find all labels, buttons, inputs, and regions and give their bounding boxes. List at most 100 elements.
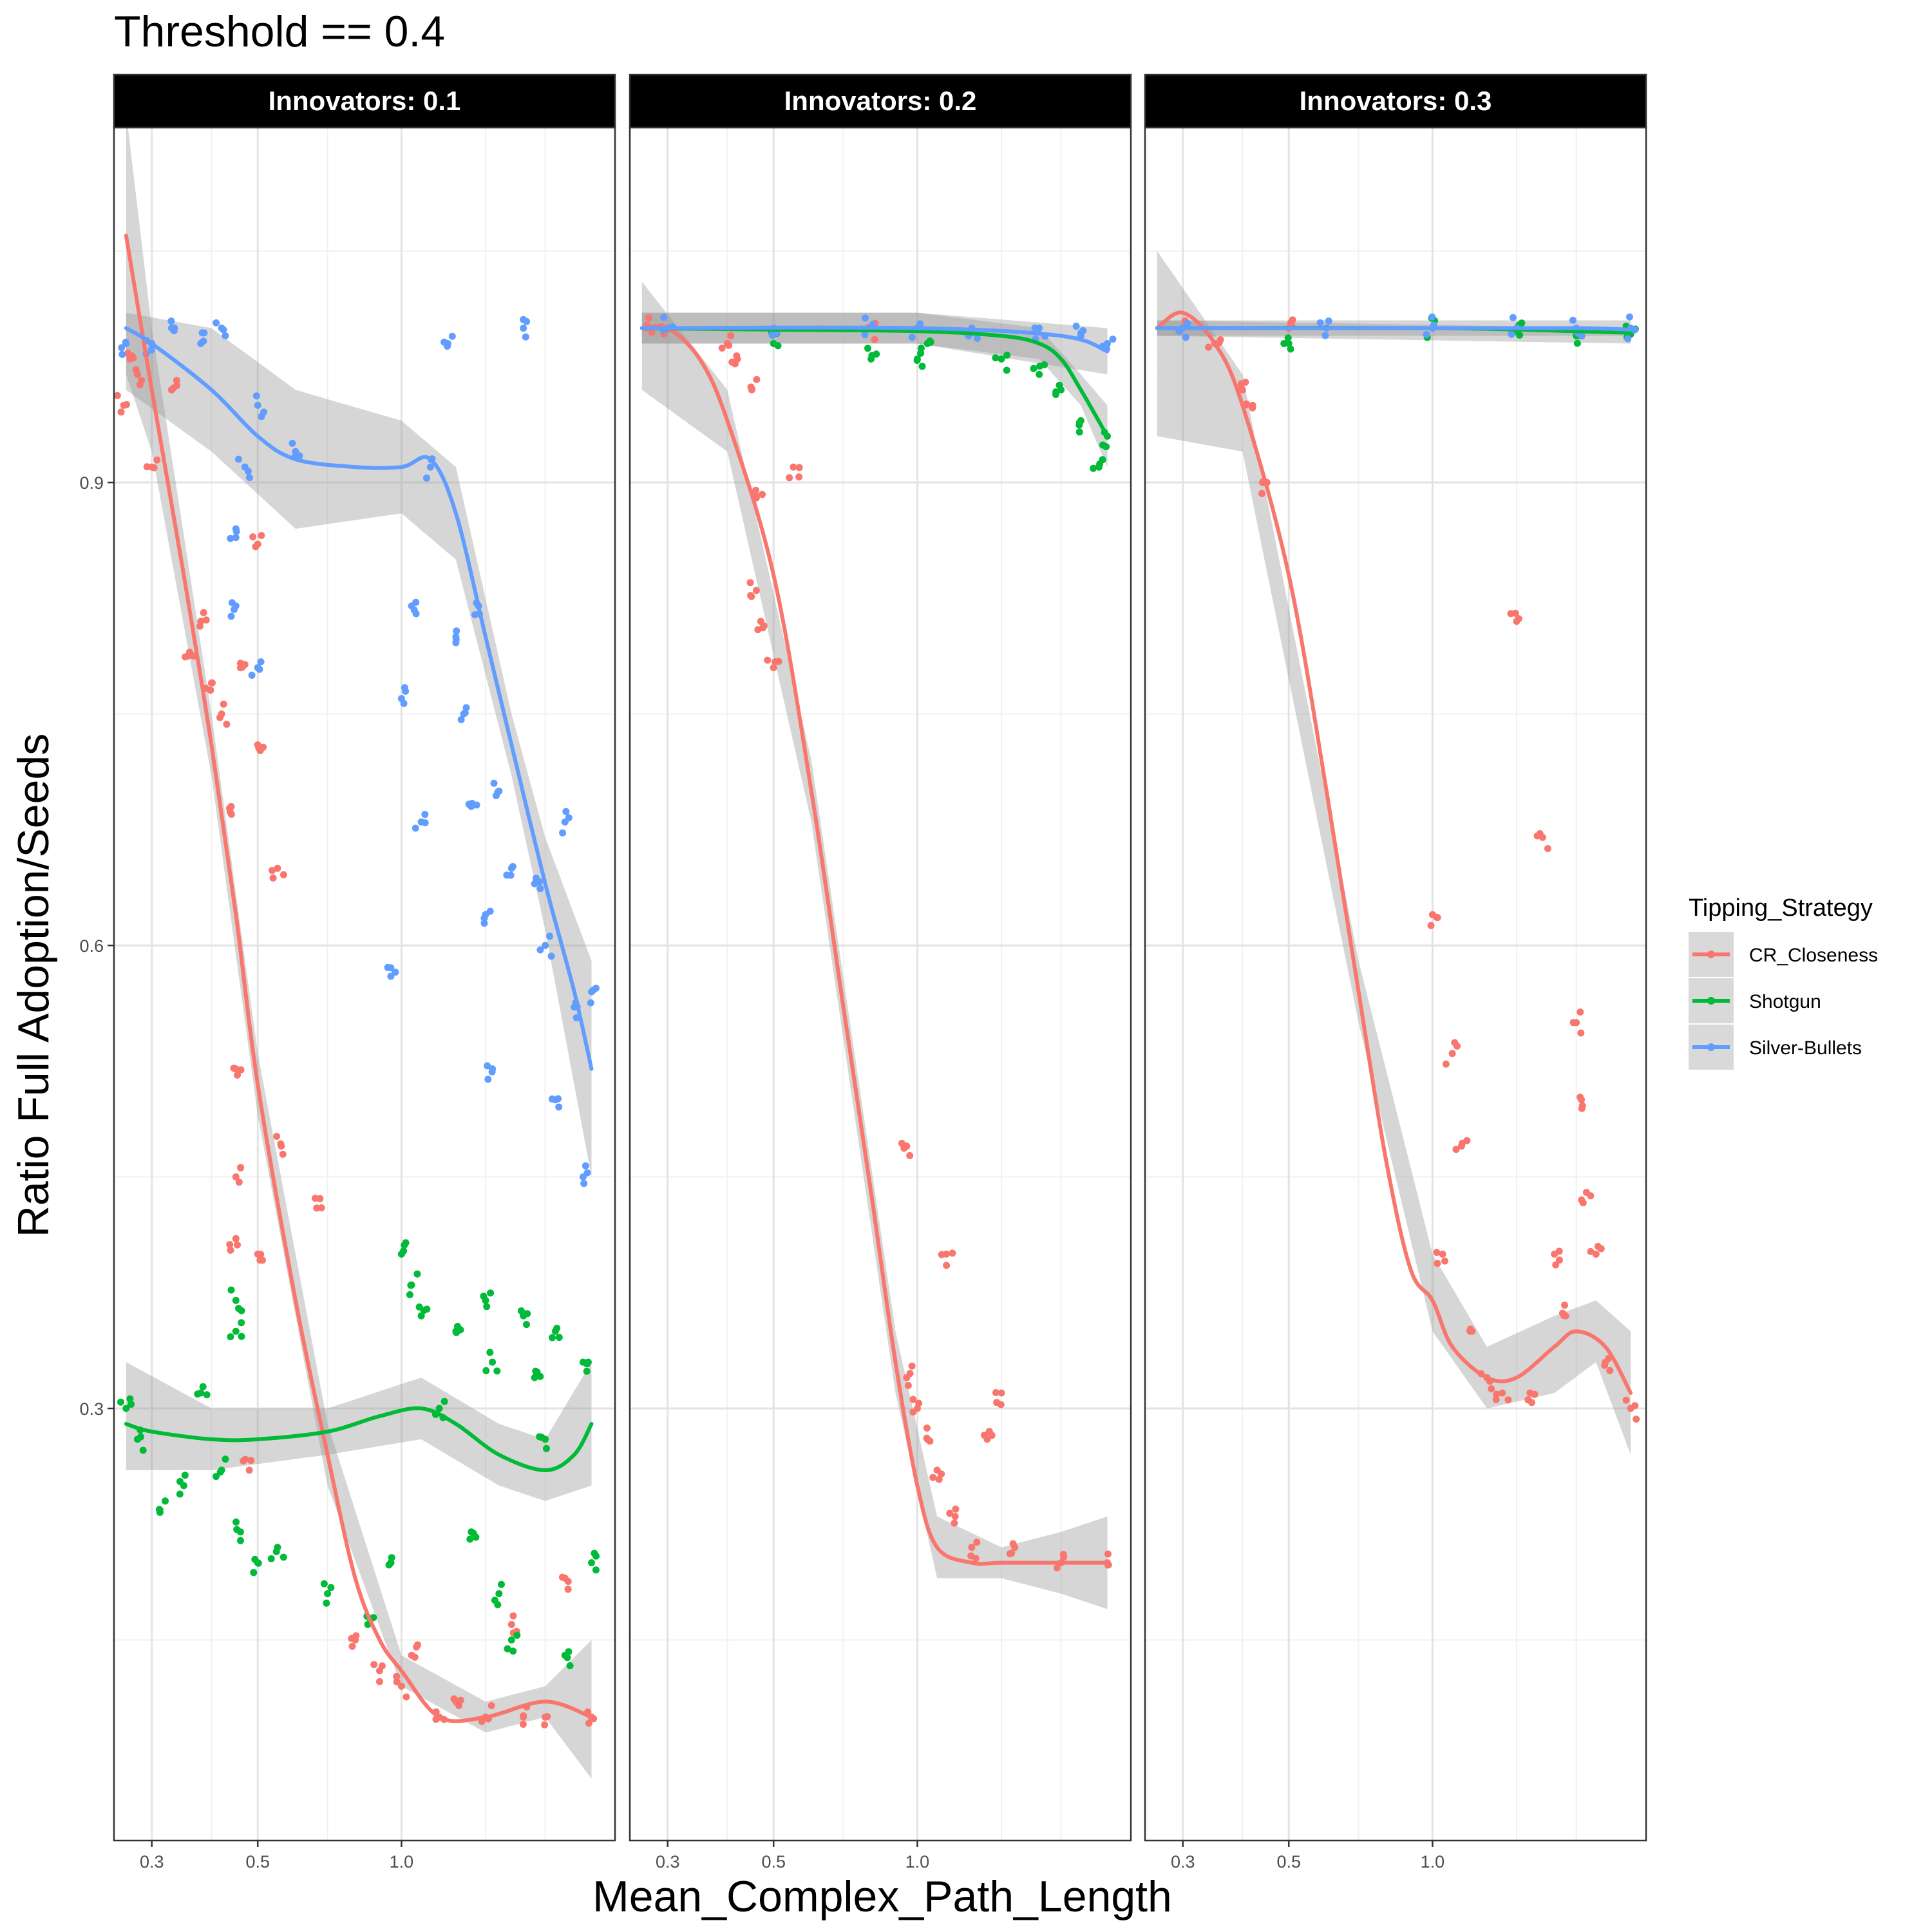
data-point <box>718 345 726 352</box>
data-point <box>498 1580 505 1588</box>
data-point <box>517 1307 525 1314</box>
data-point <box>370 1661 378 1669</box>
data-point <box>513 1631 521 1639</box>
data-point <box>348 1642 356 1650</box>
data-point <box>200 337 207 345</box>
data-point <box>968 1544 976 1551</box>
data-point <box>1284 334 1292 342</box>
data-point <box>423 1305 431 1313</box>
data-point <box>234 1071 241 1079</box>
data-point <box>279 871 287 878</box>
data-point <box>1577 1094 1584 1101</box>
data-point <box>728 358 736 366</box>
data-point <box>1492 1396 1500 1403</box>
data-point <box>412 598 420 606</box>
data-point <box>588 1559 595 1567</box>
data-point <box>491 1596 498 1604</box>
data-point <box>423 474 430 482</box>
data-point <box>1448 1050 1456 1057</box>
data-point <box>980 1432 988 1439</box>
data-point <box>917 345 925 352</box>
data-point <box>232 534 240 542</box>
data-point <box>255 744 263 752</box>
data-point <box>580 1180 588 1188</box>
data-point <box>1516 331 1524 339</box>
y-tick-label: 0.9 <box>79 473 104 493</box>
data-point <box>252 543 260 551</box>
data-point <box>267 1555 275 1562</box>
data-point <box>952 1505 960 1513</box>
data-point <box>213 1473 220 1481</box>
data-point <box>760 622 768 630</box>
data-point <box>226 1241 234 1248</box>
data-point <box>541 1721 549 1728</box>
data-point <box>1573 339 1581 347</box>
data-point <box>509 863 516 870</box>
data-point <box>748 592 755 600</box>
data-point <box>258 532 265 539</box>
series-line <box>124 233 594 1723</box>
data-point <box>1439 1250 1446 1258</box>
data-point <box>323 1599 330 1607</box>
data-point <box>312 1195 319 1202</box>
data-point <box>993 1399 1001 1406</box>
data-point <box>1003 366 1010 374</box>
data-point <box>1103 443 1110 451</box>
data-point <box>507 1636 515 1643</box>
data-point <box>871 336 878 343</box>
legend-item-label: Silver-Bullets <box>1749 1037 1862 1059</box>
data-point <box>182 653 189 661</box>
data-point <box>946 1510 954 1517</box>
data-point <box>555 1103 563 1111</box>
x-tick-label: 1.0 <box>1421 1852 1445 1871</box>
data-point <box>660 314 668 321</box>
data-point <box>117 1398 124 1406</box>
data-point <box>274 864 281 872</box>
data-point <box>453 627 460 635</box>
data-point <box>747 383 755 391</box>
series-line <box>1155 326 1633 332</box>
data-point <box>564 1586 572 1593</box>
data-point <box>1423 330 1430 338</box>
data-point <box>1499 1389 1506 1397</box>
data-point <box>170 327 178 335</box>
data-point <box>483 1303 491 1311</box>
data-point <box>143 463 151 471</box>
data-point <box>538 1434 545 1441</box>
data-point <box>257 1251 265 1258</box>
data-point <box>583 1367 591 1375</box>
legend-key-point <box>1707 997 1715 1005</box>
data-point <box>1504 1396 1512 1404</box>
data-point <box>406 1291 413 1298</box>
data-point <box>1569 1019 1577 1027</box>
data-point <box>444 343 451 350</box>
facet-strip-label: Innovators: 0.3 <box>1300 86 1492 116</box>
data-point <box>1560 1312 1567 1320</box>
data-point <box>648 328 656 336</box>
facet-panel: Innovators: 0.1 0.3 0.5 1.0 0.3 0.6 0.9 <box>79 73 616 1871</box>
data-point <box>487 1289 495 1297</box>
data-point <box>951 1519 958 1527</box>
data-point <box>509 1612 517 1620</box>
data-point <box>200 329 208 337</box>
data-point <box>1249 404 1256 412</box>
data-point <box>222 1455 229 1463</box>
data-point <box>998 1389 1005 1397</box>
data-point <box>536 946 544 954</box>
data-point <box>139 1446 147 1454</box>
data-point <box>122 338 129 346</box>
data-point <box>242 1455 249 1463</box>
data-point <box>564 1578 572 1586</box>
x-axis-title: Mean_Complex_Path_Length <box>592 1872 1172 1921</box>
data-point <box>1622 1396 1630 1404</box>
data-point <box>759 491 766 498</box>
data-point <box>1625 313 1633 321</box>
data-point <box>1454 1042 1461 1050</box>
data-point <box>118 344 126 352</box>
data-point <box>1633 1416 1640 1423</box>
data-point <box>1508 330 1515 338</box>
facet-strip <box>1144 73 1647 129</box>
data-point <box>1003 352 1011 359</box>
data-point <box>492 792 500 799</box>
data-point <box>162 1497 169 1505</box>
